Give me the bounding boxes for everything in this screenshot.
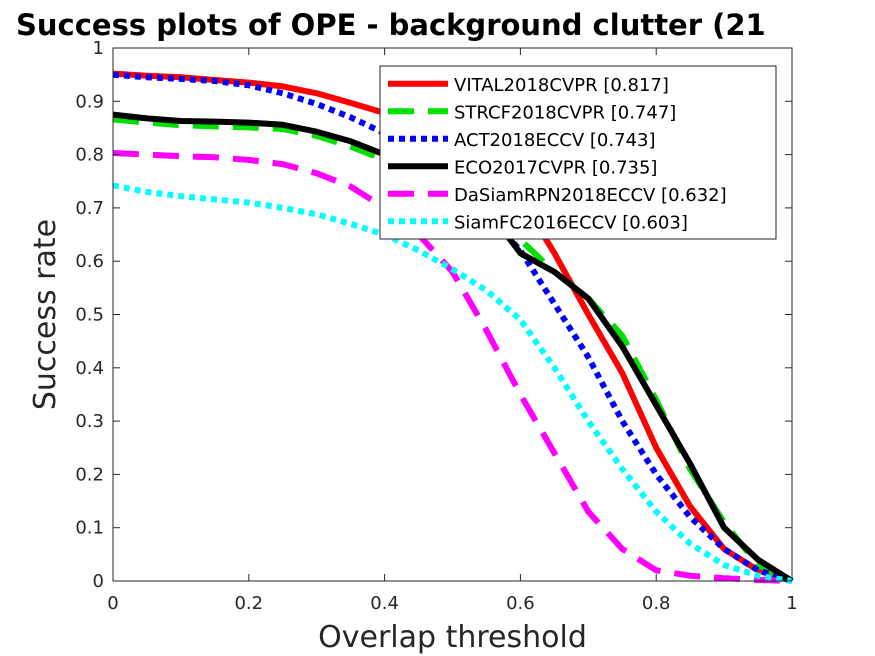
y-tick-label: 0.1 bbox=[75, 518, 104, 539]
y-tick-label: 0.8 bbox=[75, 145, 104, 166]
x-tick-label: 0.2 bbox=[234, 593, 263, 614]
y-tick-label: 0.2 bbox=[75, 464, 104, 485]
x-tick-label: 0.4 bbox=[370, 593, 399, 614]
legend: VITAL2018CVPR [0.817] STRCF2018CVPR [0.74… bbox=[379, 65, 777, 240]
legend-label-3: ECO2017CVPR [0.735] bbox=[454, 157, 657, 178]
legend-label-4: DaSiamRPN2018ECCV [0.632] bbox=[454, 185, 727, 206]
x-tick-label: 0 bbox=[107, 593, 118, 614]
chart-title: Success plots of OPE - background clutte… bbox=[16, 8, 766, 42]
series-line-5 bbox=[112, 182, 793, 584]
y-tick-label: 0.6 bbox=[75, 251, 104, 272]
legend-label-5: SiamFC2016ECCV [0.603] bbox=[454, 212, 688, 233]
y-axis-title: Success rate bbox=[28, 219, 63, 410]
x-tick-label: 0.8 bbox=[642, 593, 671, 614]
y-tick-label: 1 bbox=[93, 38, 104, 59]
legend-box bbox=[379, 65, 777, 240]
x-tick-label: 0.6 bbox=[506, 593, 535, 614]
axis-layer: 0 0.2 0.4 0.6 0.8 1 0 0.1 0.2 0.3 0.4 0.5 0.6 0.7 0.8 0… bbox=[75, 38, 797, 614]
legend-label-2: ACT2018ECCV [0.743] bbox=[454, 130, 656, 151]
y-tick-label: 0.9 bbox=[75, 91, 104, 112]
y-tick-label: 0.3 bbox=[75, 411, 104, 432]
y-tick-label: 0.7 bbox=[75, 198, 104, 219]
x-tick-label: 1 bbox=[786, 593, 797, 614]
y-tick-label: 0 bbox=[93, 571, 104, 592]
legend-label-1: STRCF2018CVPR [0.747] bbox=[454, 102, 676, 123]
y-tick-label: 0.5 bbox=[75, 305, 104, 326]
legend-label-0: VITAL2018CVPR [0.817] bbox=[454, 75, 669, 96]
x-axis-title: Overlap threshold bbox=[318, 620, 587, 655]
y-tick-label: 0.4 bbox=[75, 358, 104, 379]
